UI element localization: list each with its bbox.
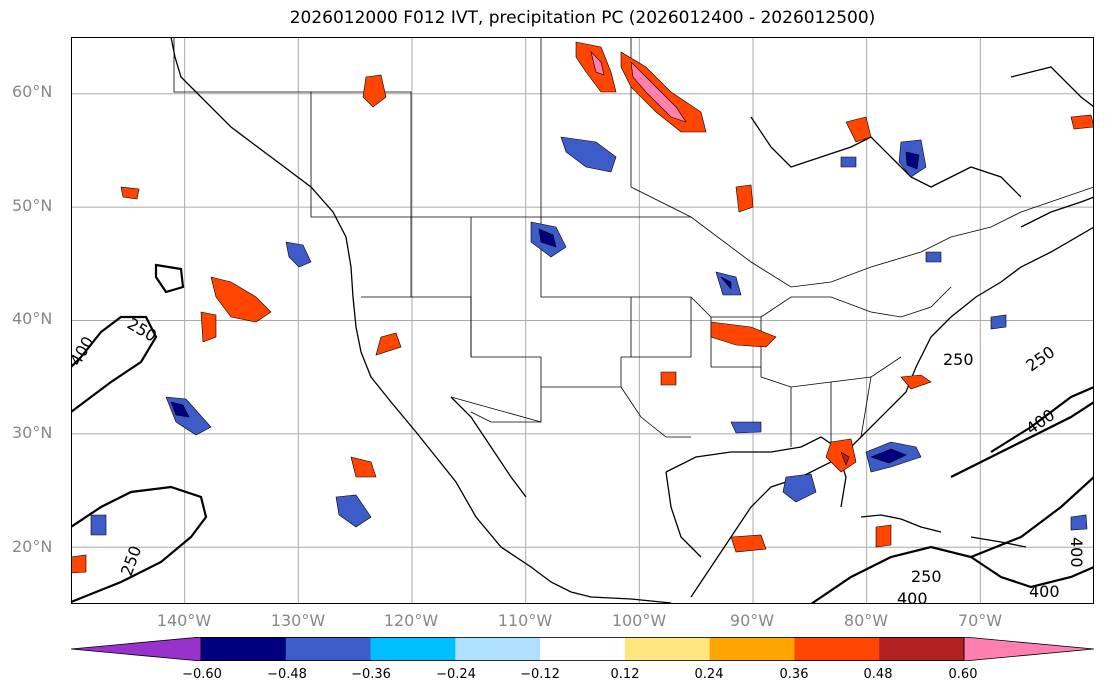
colorbar-segments [71,637,1094,661]
lon-label: 120°W [383,611,439,630]
lat-label: 60°N [12,82,53,101]
colorbar-tick: 0.12 [610,667,640,682]
political-borders [173,37,1094,447]
lat-label: 20°N [12,537,53,556]
ivt-contour-label: 250 [1022,342,1058,375]
colorbar-tick: 0.48 [863,667,893,682]
map-title: 2026012000 F012 IVT, precipitation PC (2… [289,8,876,28]
colorbar-segment [624,637,711,661]
precip-positive-blobs [71,41,1094,574]
colorbar-segment [370,637,456,661]
map-panel: 250 400 250 250 250 400 250 400 400 400 [71,37,1094,604]
precip-negative-blobs [90,136,1088,536]
lon-label: 100°W [611,611,667,630]
lat-label: 30°N [12,423,53,442]
lat-label: 50°N [12,196,53,215]
graticule [71,37,1094,604]
ivt-contour-label: 400 [1029,582,1060,601]
colorbar-segment [794,637,880,661]
colorbar-extend-low [71,637,202,661]
ivt-contour-label: 400 [71,333,98,369]
coastlines [170,37,1094,604]
lon-label: 110°W [497,611,553,630]
colorbar-tick: −0.48 [267,667,307,682]
colorbar-extend-high [963,637,1094,661]
colorbar-tick: −0.24 [436,667,476,682]
colorbar-segment [201,637,287,661]
lon-label: 80°W [843,611,889,630]
colorbar-tick: 0.60 [948,667,978,682]
ivt-contour-labels: 250 400 250 250 250 400 250 400 400 400 [71,314,1086,604]
colorbar-frame [200,637,965,661]
map-border [71,37,1094,604]
ivt-contours [71,263,1094,604]
colorbar-segment [285,637,372,661]
colorbar-tick: −0.36 [351,667,391,682]
ivt-contour-label: 400 [1067,537,1086,568]
ivt-contour-label: 400 [897,589,928,604]
colorbar-segment [540,637,626,661]
colorbar-segment [709,637,795,661]
ivt-contour-label: 250 [943,350,974,369]
colorbar-segment [455,637,541,661]
colorbar-tick: 0.36 [779,667,809,682]
colorbar-segment [879,637,965,661]
colorbar-tick: −0.60 [182,667,222,682]
lon-label: 130°W [270,611,326,630]
ivt-contour-label: 250 [911,567,942,586]
colorbar-tick: 0.24 [694,667,724,682]
lon-label: 90°W [729,611,775,630]
lon-label: 140°W [156,611,212,630]
colorbar [71,637,1094,661]
colorbar-tick: −0.12 [520,667,560,682]
map-canvas: 250 400 250 250 250 400 250 400 400 400 [71,37,1094,604]
lat-label: 40°N [12,309,53,328]
lon-label: 70°W [957,611,1003,630]
